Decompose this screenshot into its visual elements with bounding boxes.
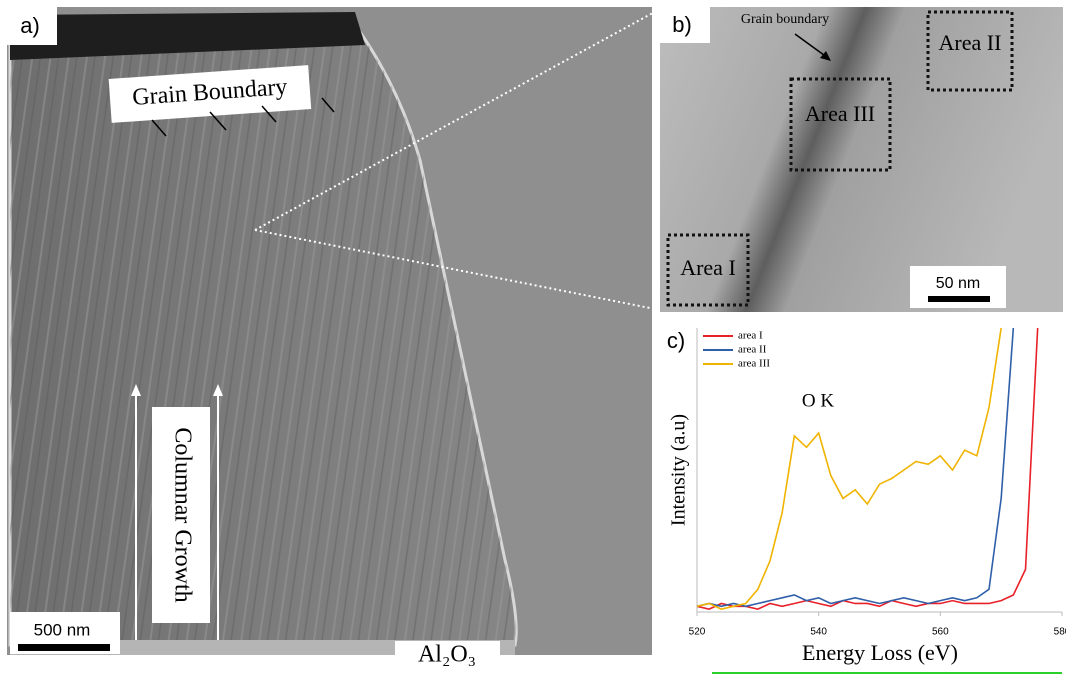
data-line xyxy=(696,327,1002,611)
x-tick-label: 580 xyxy=(1054,627,1066,638)
scale-bar xyxy=(928,296,990,302)
scale-bar-label: 500 nm xyxy=(34,620,91,639)
panel-a: a) Grain Boundary Columnar Growth 500 nm… xyxy=(7,7,652,671)
legend-label: area II xyxy=(738,344,767,356)
y-axis-label: Intensity (a.u) xyxy=(668,414,690,526)
x-tick-label: 540 xyxy=(810,627,827,638)
annotation-box: Columnar Growth xyxy=(152,407,210,623)
panel-label: b) xyxy=(672,12,692,37)
data-line xyxy=(696,327,1015,608)
scale-bar-label: 50 nm xyxy=(936,275,980,292)
x-axis-label: Energy Loss (eV) xyxy=(802,640,958,665)
panel-b: b) Grain boundary Area I Area II Area II… xyxy=(660,7,1063,312)
scale-bar xyxy=(18,644,110,651)
area-label: Area III xyxy=(805,101,875,126)
arrow-head xyxy=(820,51,831,61)
panel-label: c) xyxy=(667,328,685,353)
annotation: Columnar Growth xyxy=(169,427,195,602)
legend-label: area III xyxy=(738,358,770,370)
x-tick-label: 560 xyxy=(932,627,949,638)
substrate-region xyxy=(10,640,515,655)
annotation-box: Grain Boundary xyxy=(108,65,312,123)
substrate-label: Al₂O₃ xyxy=(418,642,476,668)
area-boxes xyxy=(666,10,1014,307)
arrows xyxy=(151,97,335,137)
hrtem-image xyxy=(660,7,1063,312)
x-tick-label: 520 xyxy=(689,627,706,638)
label-box xyxy=(395,641,500,671)
panel-c: c) O K Energy Loss (eV) Intensity (a.u) … xyxy=(667,327,1066,674)
zoom-lines xyxy=(254,8,661,311)
annotation: Grain boundary xyxy=(741,12,829,27)
area-label: Area I xyxy=(680,255,736,280)
annotation: O K xyxy=(802,390,834,411)
arrow xyxy=(794,33,829,59)
area-label: Area II xyxy=(939,30,1002,55)
label-box xyxy=(7,7,57,45)
cap-layer xyxy=(10,12,365,60)
legend-label: area I xyxy=(738,330,763,342)
growth-arrows xyxy=(131,384,223,640)
panel-label: a) xyxy=(20,13,40,38)
data-line xyxy=(696,327,1039,611)
label-box xyxy=(660,7,710,43)
